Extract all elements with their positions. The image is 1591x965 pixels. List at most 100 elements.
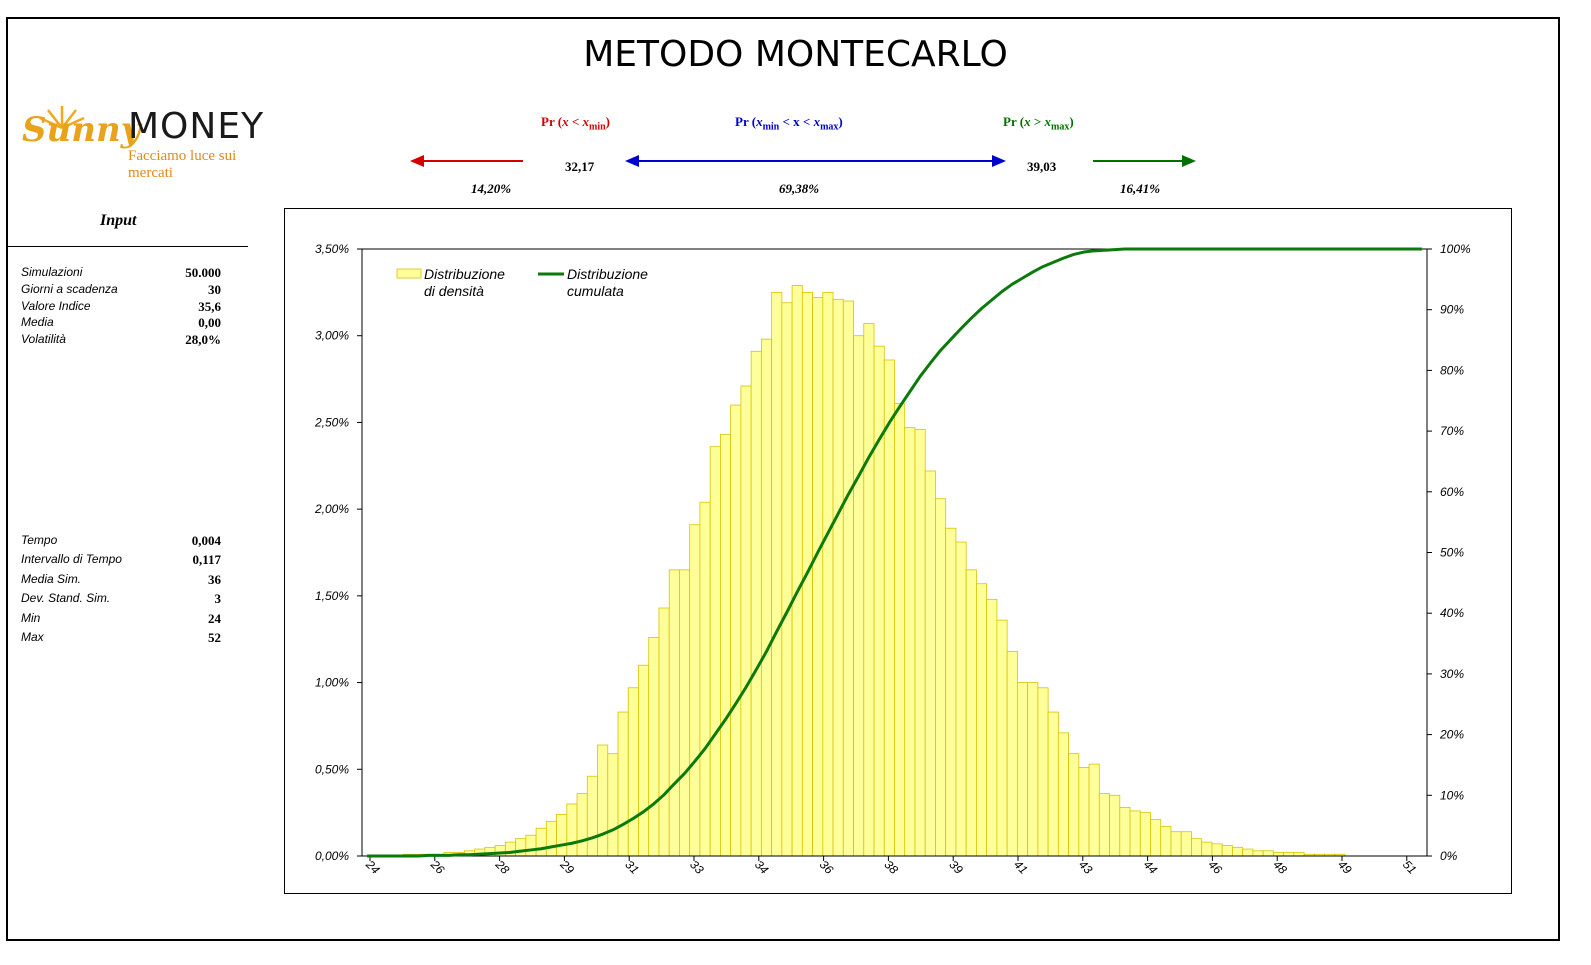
x-tick-label: 51 bbox=[1400, 857, 1419, 876]
density-bar bbox=[1047, 711, 1059, 857]
prob-right-label: Pr (x > xmax) bbox=[1003, 114, 1074, 133]
x-tick-label: 41 bbox=[1011, 857, 1030, 876]
density-bar bbox=[822, 291, 834, 857]
x-tick-label: 39 bbox=[946, 857, 966, 877]
density-bar bbox=[1119, 807, 1131, 857]
density-bar bbox=[720, 434, 732, 857]
density-bar bbox=[873, 345, 885, 857]
density-bar bbox=[1232, 846, 1244, 857]
x-tick-label: 36 bbox=[817, 857, 837, 877]
density-bar bbox=[760, 338, 773, 857]
density-bar bbox=[1160, 826, 1172, 857]
density-bar bbox=[1037, 687, 1049, 857]
y-left-tick-label: 1,00% bbox=[315, 676, 349, 690]
result-param-label: Tempo bbox=[21, 533, 58, 547]
density-bar bbox=[914, 428, 926, 857]
x-tick-label: 34 bbox=[752, 857, 772, 877]
x-tick-label: 24 bbox=[362, 857, 382, 877]
input-param-value: 30 bbox=[208, 281, 221, 297]
histogram-chart: 0,00% 0,50% 1,00% 1,50% 2,00% 2,50% 3,00% 3,50%… bbox=[314, 242, 1471, 877]
prob-right-value: 16,41% bbox=[1120, 181, 1161, 196]
density-bar bbox=[1068, 753, 1080, 857]
input-param-label: Simulazioni bbox=[21, 265, 83, 279]
y-right-tick-label: 90% bbox=[1440, 303, 1464, 317]
density-bar bbox=[904, 427, 916, 857]
density-bar bbox=[658, 607, 670, 857]
density-bar bbox=[863, 323, 875, 857]
legend-density-label: Distribuzione bbox=[424, 266, 505, 282]
density-bar bbox=[832, 298, 844, 857]
density-bar bbox=[1098, 793, 1110, 857]
density-bar bbox=[1211, 843, 1223, 857]
result-param-row: Media Sim. 36 bbox=[21, 572, 221, 588]
result-param-value: 0,004 bbox=[191, 533, 221, 548]
x-tick-label: 43 bbox=[1076, 857, 1096, 877]
density-bar bbox=[576, 793, 588, 857]
input-param-value: 50.000 bbox=[185, 265, 221, 280]
y-right-tick-label: 40% bbox=[1440, 606, 1464, 620]
x-tick-label: 38 bbox=[882, 857, 902, 877]
density-bar bbox=[1170, 831, 1182, 857]
input-param-row: Media 0,00 bbox=[21, 315, 221, 331]
density-bar bbox=[1057, 732, 1069, 857]
x-tick-label: 48 bbox=[1270, 857, 1290, 877]
prob-left-value: 14,20% bbox=[471, 181, 512, 196]
cumulative-line bbox=[367, 247, 1422, 858]
density-bar bbox=[1221, 845, 1233, 857]
brand-tagline: Facciamo luce sui mercati bbox=[128, 148, 237, 181]
result-param-label: Min bbox=[21, 610, 41, 625]
page-title: METODO MONTECARLO bbox=[583, 34, 1008, 75]
input-param-row: Volatilità 28,0% bbox=[21, 332, 221, 348]
y-left-tick-label: 0,50% bbox=[315, 762, 349, 776]
y-left-tick-label: 0,00% bbox=[315, 849, 349, 863]
result-param-value: 52 bbox=[208, 630, 221, 645]
density-bar bbox=[1201, 841, 1213, 857]
density-bar bbox=[1027, 682, 1039, 857]
y-left-tick-label: 1,50% bbox=[315, 589, 349, 603]
legend-density-label-2: di densità bbox=[424, 283, 484, 299]
mid-arrow bbox=[625, 155, 1006, 167]
x-tick-label: 28 bbox=[492, 857, 512, 877]
input-param-row: Simulazioni 50.000 bbox=[21, 265, 221, 281]
legend-cumulative-label-2: cumulata bbox=[567, 283, 624, 299]
xmin-value: 32,17 bbox=[565, 159, 595, 174]
density-bar bbox=[515, 838, 527, 857]
right-arrow bbox=[1093, 155, 1196, 167]
y-right-tick-label: 30% bbox=[1440, 667, 1464, 681]
density-bar bbox=[740, 385, 752, 857]
result-param-row: Min 24 bbox=[21, 611, 221, 627]
chart-area: 0,00% 0,50% 1,00% 1,50% 2,00% 2,50% 3,00% 3,50%… bbox=[284, 208, 1512, 894]
x-tick-label: 29 bbox=[557, 857, 577, 877]
y-right-tick-label: 0% bbox=[1440, 849, 1458, 863]
density-bar bbox=[556, 813, 568, 857]
density-bar bbox=[1006, 650, 1018, 857]
density-bar bbox=[996, 619, 1008, 857]
density-bar bbox=[986, 598, 998, 857]
density-bar bbox=[945, 527, 957, 857]
density-bar bbox=[1016, 682, 1029, 857]
density-bar bbox=[781, 302, 793, 857]
input-header: Input bbox=[100, 212, 137, 229]
y-left-tick-label: 3,50% bbox=[315, 242, 349, 256]
density-bar bbox=[689, 524, 701, 857]
prob-mid-label: Pr (xmin < x < xmax) bbox=[735, 114, 843, 133]
density-bar bbox=[842, 300, 854, 857]
density-bar bbox=[894, 402, 906, 857]
x-tick-label: 26 bbox=[427, 857, 447, 877]
density-bar bbox=[812, 297, 824, 857]
result-param-value: 0,117 bbox=[192, 552, 221, 568]
prob-mid-value: 69,38% bbox=[779, 181, 820, 196]
result-param-label: Max bbox=[21, 630, 44, 644]
density-bar bbox=[535, 827, 547, 857]
density-bar bbox=[1088, 763, 1100, 857]
x-tick-label: 46 bbox=[1206, 857, 1226, 877]
input-param-label: Giorni a scadenza bbox=[21, 281, 118, 296]
result-param-label: Intervallo di Tempo bbox=[21, 552, 122, 567]
density-bar bbox=[1262, 850, 1274, 857]
density-bar bbox=[730, 404, 742, 857]
density-bar bbox=[1191, 838, 1203, 857]
result-param-value: 24 bbox=[208, 610, 221, 626]
density-bar bbox=[750, 350, 762, 857]
result-param-label: Media Sim. bbox=[21, 571, 82, 586]
